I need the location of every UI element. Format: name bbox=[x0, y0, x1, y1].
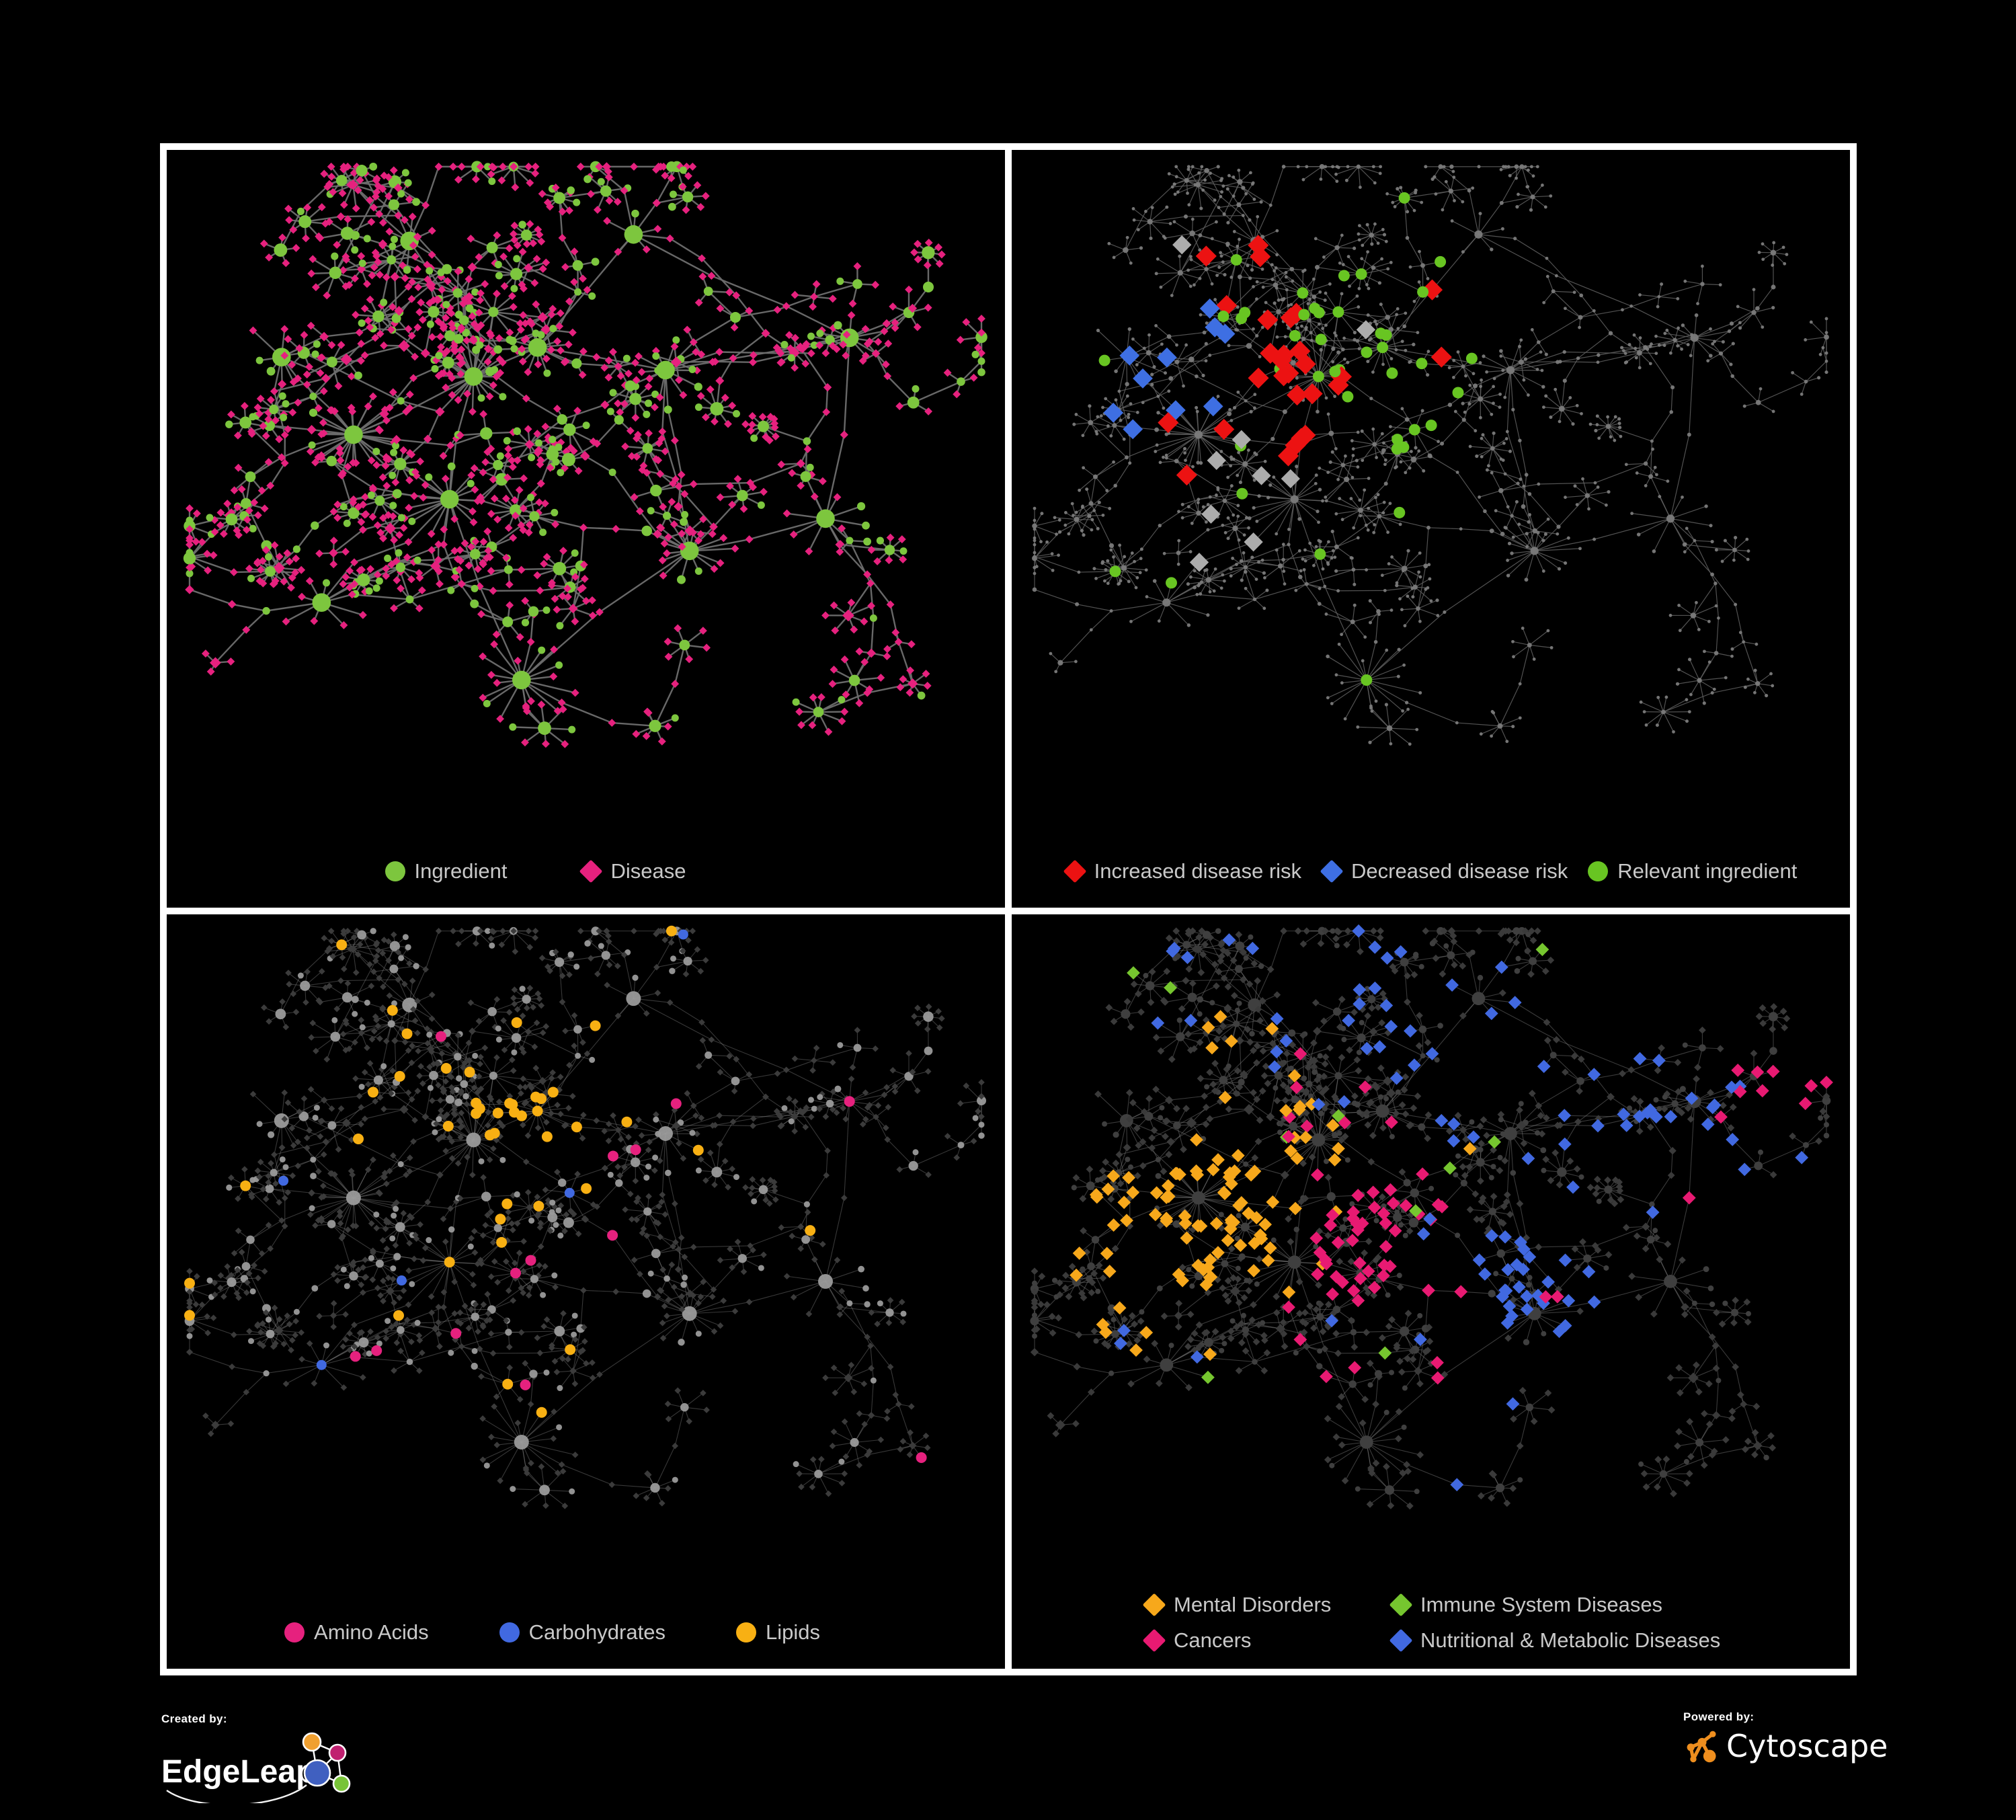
edgeleap-green-node-icon bbox=[332, 1774, 351, 1793]
cytoscape-wordmark: Cytoscape bbox=[1726, 1728, 1888, 1764]
legend-label-decreased-risk: Decreased disease risk bbox=[1351, 859, 1568, 883]
lipids-circle-icon bbox=[735, 1622, 756, 1643]
nutritional-metabolic-diamond-icon bbox=[1389, 1628, 1413, 1653]
amino-acids-circle-icon bbox=[284, 1622, 305, 1643]
legend-item-relevant-ingredient: Relevant ingredient bbox=[1588, 859, 1797, 883]
legend-item-immune-system: Immune System Diseases bbox=[1389, 1593, 1720, 1617]
legend-item-carbohydrates: Carbohydrates bbox=[499, 1620, 666, 1645]
cytoscape-icon-nodes bbox=[1687, 1731, 1716, 1763]
network-graph-ingredient-disease bbox=[183, 161, 987, 748]
legend-item-lipids: Lipids bbox=[735, 1620, 820, 1645]
cytoscape-logo-icon bbox=[1687, 1731, 1716, 1763]
legend-item-disease: Disease bbox=[579, 859, 686, 883]
legend-label-nutritional-metabolic: Nutritional & Metabolic Diseases bbox=[1420, 1628, 1721, 1652]
legend-item-mental-disorders: Mental Disorders bbox=[1142, 1593, 1391, 1617]
carbohydrates-circle-icon bbox=[499, 1622, 520, 1643]
legend-label-relevant-ingredient: Relevant ingredient bbox=[1617, 859, 1798, 883]
edgeleap-wordmark: EdgeLeap bbox=[161, 1754, 315, 1790]
legend-label-carbohydrates: Carbohydrates bbox=[528, 1620, 666, 1644]
legend-label-amino-acids: Amino Acids bbox=[314, 1620, 429, 1644]
legend-label-lipids: Lipids bbox=[765, 1620, 820, 1644]
panel-nutrient-classes: Amino Acids Carbohydrates Lipids bbox=[167, 914, 1005, 1669]
network-graph-disease-classes bbox=[1030, 924, 1833, 1510]
edgeleap-pink-node-icon bbox=[328, 1743, 347, 1762]
figure-frame: Ingredient Disease Increased disease ris… bbox=[160, 143, 1857, 1675]
increased-risk-diamond-icon bbox=[1063, 859, 1087, 883]
legend-ingredient-disease: Ingredient Disease bbox=[167, 859, 1005, 883]
legend-label-disease: Disease bbox=[610, 859, 686, 883]
legend-item-nutritional-metabolic: Nutritional & Metabolic Diseases bbox=[1389, 1628, 1721, 1653]
immune-system-diamond-icon bbox=[1389, 1593, 1413, 1617]
legend-label-increased-risk: Increased disease risk bbox=[1094, 859, 1302, 883]
panel-ingredient-disease: Ingredient Disease bbox=[167, 150, 1005, 908]
legend-item-decreased-risk: Decreased disease risk bbox=[1320, 859, 1568, 883]
disease-diamond-icon bbox=[579, 859, 603, 883]
legend-item-cancers: Cancers bbox=[1142, 1628, 1391, 1653]
network-graph-disease-risk bbox=[1032, 164, 1829, 746]
edgeleap-blue-node-icon bbox=[303, 1759, 331, 1787]
created-by-label: Created by: bbox=[161, 1712, 227, 1725]
powered-by-block: Powered by: Cytoscape bbox=[1683, 1710, 1888, 1766]
legend-label-ingredient: Ingredient bbox=[414, 859, 508, 883]
edgeleap-logo: EdgeLeap bbox=[161, 1732, 351, 1806]
legend-label-cancers: Cancers bbox=[1174, 1628, 1252, 1652]
legend-item-amino-acids: Amino Acids bbox=[284, 1620, 429, 1645]
legend-disease-classes: Mental Disorders Immune System Diseases … bbox=[1142, 1593, 1721, 1653]
powered-by-label: Powered by: bbox=[1683, 1710, 1755, 1723]
panel-disease-risk: Increased disease risk Decreased disease… bbox=[1012, 150, 1850, 908]
decreased-risk-diamond-icon bbox=[1320, 859, 1344, 883]
legend-item-ingredient: Ingredient bbox=[385, 859, 508, 883]
mental-disorders-diamond-icon bbox=[1142, 1593, 1166, 1617]
legend-disease-risk: Increased disease risk Decreased disease… bbox=[1012, 859, 1850, 883]
legend-label-mental-disorders: Mental Disorders bbox=[1174, 1593, 1332, 1616]
relevant-ingredient-circle-icon bbox=[1588, 861, 1609, 881]
cancers-diamond-icon bbox=[1142, 1628, 1166, 1653]
legend-nutrient-classes: Amino Acids Carbohydrates Lipids bbox=[167, 1620, 1005, 1645]
ingredient-circle-icon bbox=[385, 861, 405, 881]
network-graph-nutrient-classes bbox=[184, 925, 986, 1509]
legend-item-increased-risk: Increased disease risk bbox=[1063, 859, 1302, 883]
edgeleap-orange-node-icon bbox=[302, 1732, 322, 1752]
created-by-block: Created by: EdgeLeap bbox=[161, 1712, 370, 1807]
panel-disease-classes: Mental Disorders Immune System Diseases … bbox=[1012, 914, 1850, 1669]
legend-label-immune-system: Immune System Diseases bbox=[1420, 1593, 1663, 1616]
